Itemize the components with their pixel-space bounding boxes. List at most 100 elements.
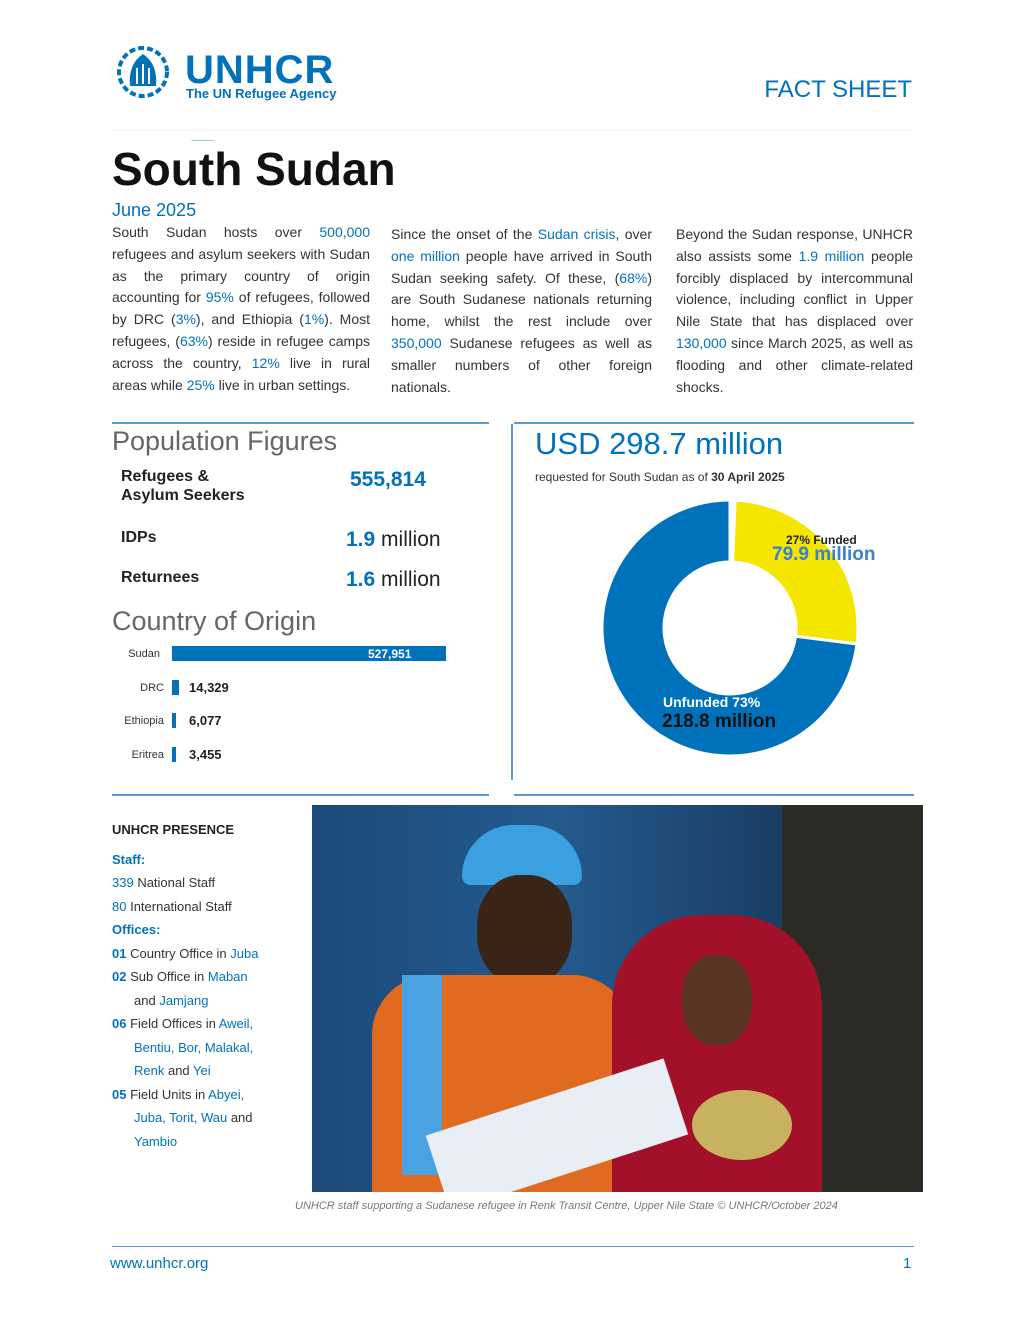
coo-bar xyxy=(172,679,180,695)
unhcr-presence: UNHCR PRESENCE Staff: 339 National Staff 8… xyxy=(112,818,258,1153)
funding-subtitle: requested for South Sudan as of 30 April… xyxy=(535,470,785,484)
presence-line: 80 International Staff xyxy=(112,895,258,919)
presence-text-highlight: Renk xyxy=(134,1063,165,1078)
presence-text: Field Offices in xyxy=(126,1016,219,1031)
pf-value-returnees: 1.6 million xyxy=(346,568,441,592)
presence-text-highlight: Yambio xyxy=(134,1133,178,1149)
presence-line: 02 Sub Office in Maban xyxy=(112,965,258,989)
presence-text: and xyxy=(164,1063,194,1078)
intro-text: Sudanese refugees as well as smaller num… xyxy=(391,334,652,395)
intro-text-highlight: 3% xyxy=(175,311,196,328)
page-number: 1 xyxy=(903,1255,912,1272)
intro-text: ). Most refugees, ( xyxy=(112,311,371,349)
intro-col-3: Beyond the Sudan response, UNHCR also as… xyxy=(676,224,913,398)
intro-text: refugees and asylum seekers with Sudan a… xyxy=(112,245,370,306)
coo-value-label: 3,455 xyxy=(189,746,222,762)
intro-text-highlight: 130,000 xyxy=(676,334,727,351)
logo-tagline: The UN Refugee Agency xyxy=(186,86,337,101)
pf-label-refugees: Refugees & Asylum Seekers xyxy=(121,468,245,504)
intro-text-highlight: one million xyxy=(391,247,460,264)
funded-amount: 79.9 million xyxy=(772,544,876,565)
report-date: June 2025 xyxy=(112,200,197,220)
photo-staff-with-refugee xyxy=(312,805,923,1192)
intro-text: live in urban settings. xyxy=(214,376,351,393)
intro-text: live in rural areas while xyxy=(112,354,370,393)
presence-line: 339 National Staff xyxy=(112,871,258,895)
intro-text: of refugees, followed by DRC ( xyxy=(112,289,370,328)
intro-text-highlight: 1.9 million xyxy=(798,247,865,264)
divider xyxy=(514,794,914,796)
coo-country-label: Eritrea xyxy=(131,748,164,761)
pf-number: 1.6 xyxy=(346,568,376,591)
logo-name: UNHCR xyxy=(185,48,335,92)
presence-text-highlight: 80 xyxy=(112,898,127,914)
presence-line: and Jamjang xyxy=(112,989,258,1013)
funded-label: 27% Funded xyxy=(786,533,857,547)
presence-text: and xyxy=(227,1110,253,1125)
pf-value-refugees: 555,814 xyxy=(350,468,426,492)
presence-text-highlight: Juba, Torit, Wau xyxy=(134,1110,228,1125)
unfunded-amount: 218.8 million xyxy=(662,711,777,732)
header-divider xyxy=(112,130,912,131)
presence-text: National Staff xyxy=(133,875,216,890)
unfunded-label: Unfunded 73% xyxy=(663,694,761,710)
unfunded-slice xyxy=(600,498,859,758)
staff-heading: Staff: xyxy=(112,851,146,867)
presence-text-highlight: 02 xyxy=(112,969,127,984)
funded-slice xyxy=(731,498,860,646)
intro-text-highlight: 63% xyxy=(179,332,208,349)
coo-country-label: DRC xyxy=(140,681,164,694)
presence-text-highlight: Maban xyxy=(207,969,248,984)
intro-text: people forcibly displaced by intercommun… xyxy=(676,247,914,330)
intro-text: , over xyxy=(615,226,653,242)
coo-country-label: Ethiopia xyxy=(124,715,164,727)
intro-text-highlight: 500,000 xyxy=(319,224,370,240)
presence-text: and xyxy=(134,992,160,1008)
pf-number: 555,814 xyxy=(350,468,426,491)
footer-link[interactable]: www.unhcr.org xyxy=(110,1255,209,1272)
pf-label-idps: IDPs xyxy=(121,529,157,546)
presence-line: 05 Field Units in Abyei, xyxy=(112,1083,258,1107)
presence-text-highlight: 05 xyxy=(112,1086,127,1102)
intro-text-highlight: 350,000 xyxy=(391,334,442,351)
intro-text-highlight: 68% xyxy=(619,269,648,286)
coo-heading: Country of Origin xyxy=(112,606,317,636)
presence-text-highlight: Bentiu, Bor, Malakal, xyxy=(134,1039,254,1055)
presence-text-highlight: 01 xyxy=(112,945,127,961)
coo-value-label: 6,077 xyxy=(189,713,222,728)
intro-text: since March 2025, as well as flooding an… xyxy=(676,334,913,395)
intro-text-highlight: 1% xyxy=(303,311,325,328)
intro-col-2: Since the onset of the Sudan crisis, ove… xyxy=(391,224,652,398)
intro-text: Beyond the Sudan response, UNHCR also as… xyxy=(676,226,913,264)
subtitle-date: 30 April 2025 xyxy=(711,470,785,484)
intro-text-highlight: 95% xyxy=(205,289,234,306)
intro-text: Since the onset of the xyxy=(391,226,538,242)
pf-label-returnees: Returnees xyxy=(121,569,200,586)
presence-line: Renk and Yei xyxy=(112,1059,258,1083)
presence-text-highlight: 339 xyxy=(112,875,134,890)
intro-text: South Sudan hosts over xyxy=(112,224,320,240)
presence-line: Yambio xyxy=(112,1130,258,1154)
divider xyxy=(112,422,489,424)
divider xyxy=(514,422,914,424)
intro-col-1: South Sudan hosts over 500,000 refugees … xyxy=(112,222,370,396)
presence-text: Sub Office in xyxy=(126,969,208,984)
presence-heading: UNHCR PRESENCE xyxy=(112,822,235,837)
presence-line: Bentiu, Bor, Malakal, xyxy=(112,1036,258,1060)
presence-line: 06 Field Offices in Aweil, xyxy=(112,1012,258,1036)
footer-divider xyxy=(112,1246,914,1247)
presence-text-highlight: Yei xyxy=(193,1063,211,1078)
coo-bar xyxy=(172,746,176,762)
presence-text: Field Units in xyxy=(126,1086,209,1102)
offices-heading: Offices: xyxy=(112,922,161,937)
intro-text: ) reside in refugee camps across the cou… xyxy=(112,332,370,371)
funding-headline: USD 298.7 million xyxy=(535,426,784,461)
page-title: South Sudan xyxy=(112,143,396,195)
vertical-divider xyxy=(511,424,513,780)
presence-line: 01 Country Office in Juba xyxy=(112,942,258,966)
intro-text: ), and Ethiopia ( xyxy=(195,311,304,328)
presence-text-highlight: Abyei, xyxy=(208,1086,245,1102)
presence-text: Country Office in xyxy=(126,945,231,961)
intro-text: people have arrived in South Sudan seeki… xyxy=(391,247,652,286)
funding-donut-chart xyxy=(600,498,860,758)
